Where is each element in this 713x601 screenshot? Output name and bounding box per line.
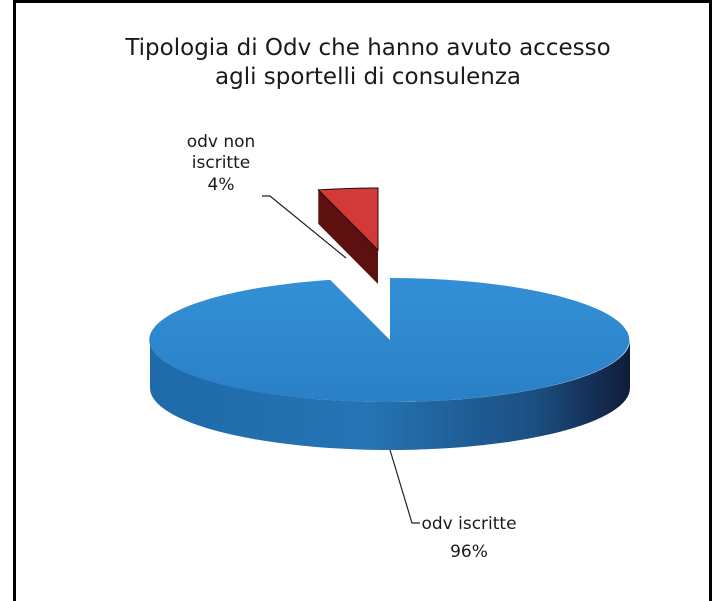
- slice-cut-odv-non-iscritte: [318, 189, 378, 284]
- data-label-odv-non-iscritte-percent: 4%: [208, 175, 235, 195]
- data-label-odv-non-iscritte-name-2: iscritte: [192, 153, 250, 173]
- pie-slices: [149, 187, 630, 450]
- chart-title-line-2: agli sportelli di consulenza: [215, 64, 521, 90]
- data-label-odv-non-iscritte-name-1: odv non: [187, 132, 256, 152]
- slice-top-odv-non-iscritte: [317, 187, 379, 252]
- data-label-odv-iscritte-percent: 96%: [450, 542, 488, 562]
- leader-line-odv-non-iscritte: [262, 195, 347, 259]
- slice-top-odv-iscritte: [149, 278, 630, 402]
- leader-line-odv-iscritte: [389, 449, 420, 524]
- data-label-odv-iscritte-name: odv iscritte: [421, 514, 516, 534]
- chart-frame: [13, 0, 712, 601]
- slice-side-odv-iscritte: [150, 340, 630, 450]
- chart-title-line-1: Tipologia di Odv che hanno avuto accesso: [124, 35, 610, 61]
- pie-slice-odv-non-iscritte: [317, 187, 379, 284]
- pie-slice-odv-iscritte: [149, 278, 630, 450]
